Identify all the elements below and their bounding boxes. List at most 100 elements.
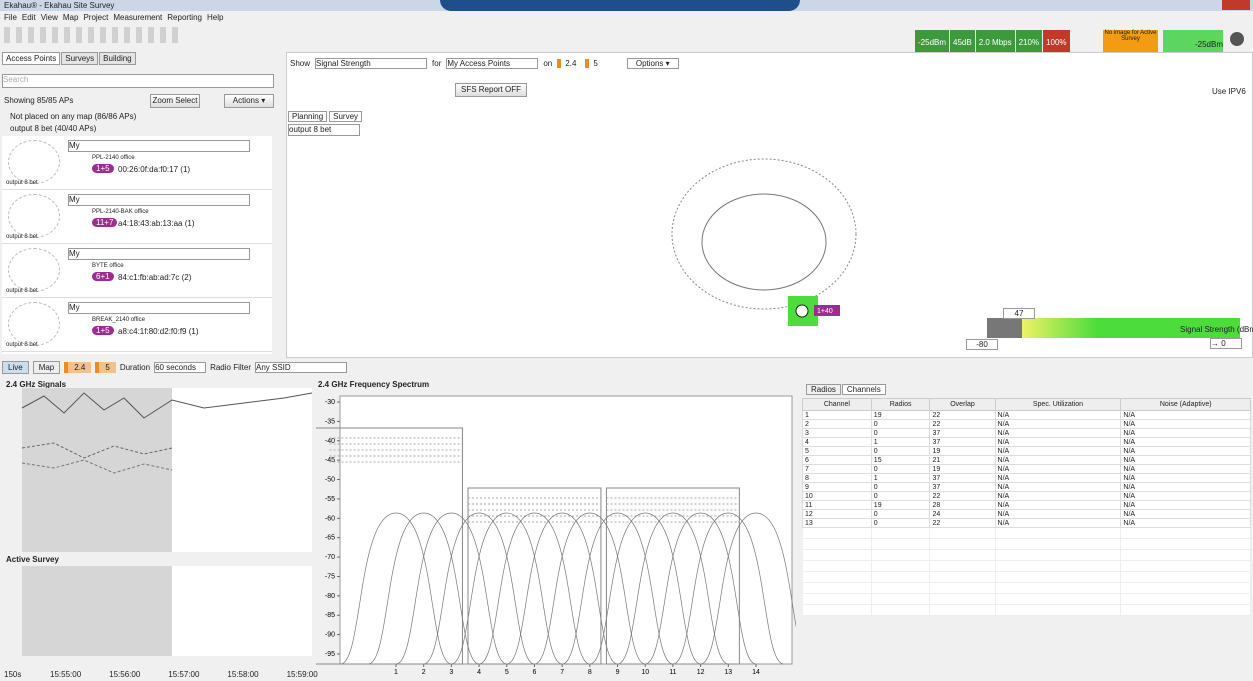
settings-icon[interactable] — [1230, 32, 1244, 46]
table-row[interactable]: 5 0 19 N/A N/A — [802, 446, 1251, 456]
empty-cell — [929, 527, 996, 539]
close-button[interactable] — [1222, 0, 1250, 10]
band[interactable]: 2.4 — [557, 59, 581, 68]
empty-cell — [929, 549, 996, 561]
menu-item[interactable]: Map — [62, 13, 79, 22]
ap-map: output 8 bet — [6, 180, 38, 186]
button[interactable]: Options ▾ — [626, 58, 679, 69]
empty-cell — [994, 604, 1122, 616]
zoom-select[interactable]: Zoom Select — [150, 94, 200, 108]
cell: 37 — [929, 473, 996, 483]
table-row[interactable]: 6 15 21 N/A N/A — [802, 455, 1251, 465]
ap-row[interactable]: output 8 bet My BYTE office 6+1 84:c1:fb:ab:… — [2, 244, 272, 298]
mode[interactable]: Live — [2, 361, 29, 374]
band[interactable]: 5 — [585, 59, 602, 68]
menu-item[interactable]: File — [4, 13, 17, 22]
table-row[interactable]: 2 0 22 N/A N/A — [802, 419, 1251, 429]
empty-cell — [1120, 582, 1251, 594]
menu-item[interactable]: View — [40, 13, 58, 22]
search[interactable]: Search — [2, 74, 274, 88]
menu-bar: File Edit View Map Project Measurement Reporti… — [4, 13, 223, 22]
channel-curve — [672, 512, 784, 665]
table-row[interactable]: 1 19 22 N/A N/A — [802, 410, 1251, 420]
stadium-outer — [671, 158, 857, 310]
menu-item[interactable]: Edit — [21, 13, 36, 22]
channel-curve — [589, 512, 701, 665]
status-value: 210% — [1015, 30, 1043, 52]
tab[interactable]: Survey — [329, 111, 363, 122]
tab[interactable]: Radios — [806, 384, 841, 395]
ap-row[interactable]: output 8 bet My BREAK_2140 office 1+5 a8:c4:… — [2, 298, 272, 352]
band[interactable]: 2.4 — [64, 362, 92, 373]
select[interactable]: My Access Points — [446, 58, 539, 69]
ap-tag[interactable]: My — [68, 140, 250, 152]
table-row[interactable]: 12 0 24 N/A N/A — [802, 509, 1251, 519]
tab[interactable]: Surveys — [61, 52, 99, 65]
select[interactable]: Any SSID — [254, 362, 347, 373]
floor-select[interactable]: output 8 bet — [288, 124, 360, 136]
cell: N/A — [1120, 419, 1251, 429]
select[interactable]: Signal Strength — [315, 58, 428, 69]
label: for — [432, 59, 442, 68]
channel-table: Channel Radios Overlap Spec. Utilization Noi… — [802, 398, 1251, 616]
cell: N/A — [994, 473, 1122, 483]
table-row[interactable]: 3 0 37 N/A N/A — [802, 428, 1251, 438]
select[interactable]: 60 seconds — [154, 362, 207, 373]
empty-row — [802, 593, 1251, 605]
empty-cell — [1120, 560, 1251, 572]
tab[interactable]: Planning — [288, 111, 328, 122]
x-tick-label: 8 — [588, 669, 592, 676]
cell: 37 — [929, 428, 996, 438]
history-shade — [22, 388, 172, 552]
ap-row[interactable]: output 8 bet My PPL-2140-BAK office 11+7 a4:… — [2, 190, 272, 244]
table-row[interactable]: 13 0 22 N/A N/A — [802, 518, 1251, 528]
empty-row — [802, 527, 1251, 539]
band[interactable]: 5 — [95, 362, 116, 373]
mode[interactable]: Map — [32, 361, 61, 374]
table-row[interactable]: 7 0 19 N/A N/A — [802, 464, 1251, 474]
cell: 28 — [929, 500, 996, 510]
ap-icon[interactable] — [795, 304, 809, 318]
ap-mac: a8:c4:1f:80:d2:f0:f9 (1) — [118, 327, 199, 336]
ap-tag[interactable]: My — [68, 194, 250, 206]
empty-cell — [802, 582, 872, 594]
x-tick-label: 12 — [697, 669, 705, 676]
empty-cell — [1120, 527, 1251, 539]
ap-tag[interactable]: My — [68, 302, 250, 314]
menu-item[interactable]: Reporting — [167, 13, 202, 22]
cell: N/A — [1120, 500, 1251, 510]
y-tick-label: -80 — [325, 593, 335, 600]
header-row: Channel Radios Overlap Spec. Utilization Noi… — [802, 398, 1251, 411]
ap-row[interactable]: output 8 bet My PPL-2140 office 1+5 00:26:0f… — [2, 136, 272, 190]
time-label: 15:59:00 — [286, 670, 318, 679]
plot — [339, 395, 793, 665]
cell: N/A — [1120, 491, 1251, 501]
ap-badge — [814, 305, 840, 316]
table-row[interactable]: 11 19 28 N/A N/A — [802, 500, 1251, 510]
table-row[interactable]: 10 0 22 N/A N/A — [802, 491, 1251, 501]
cell: N/A — [994, 518, 1122, 528]
ap-name: PPL-2140-BAK office — [92, 209, 149, 215]
ap-name: BYTE office — [92, 263, 124, 269]
ipv6[interactable]: Use IPV6 — [1212, 87, 1246, 96]
ap-channel: 1+5 — [92, 326, 114, 335]
tab[interactable]: Access Points — [2, 52, 61, 65]
signal-trace — [21, 442, 173, 459]
tab[interactable]: Building — [99, 52, 136, 65]
x-tick-label: 13 — [724, 669, 732, 676]
menu-item[interactable]: Project — [83, 13, 109, 22]
actions[interactable]: Actions ▾ — [224, 94, 274, 108]
tab[interactable]: Channels — [841, 384, 886, 395]
empty-cell — [1120, 549, 1251, 561]
menu-item[interactable]: Measurement — [113, 13, 163, 22]
signals-title: 2.4 GHz Signals — [6, 380, 67, 389]
ap-tag[interactable]: My — [68, 248, 250, 260]
table-row[interactable]: 8 1 37 N/A N/A — [802, 473, 1251, 483]
table-row[interactable]: 9 0 37 N/A N/A — [802, 482, 1251, 492]
menu-item[interactable]: Help — [206, 13, 224, 22]
table-row[interactable]: 4 1 37 N/A N/A — [802, 437, 1251, 447]
map-tabs: Planning Survey — [288, 111, 363, 122]
bottom-toolbar: Live Map 2.4 5 Duration 60 seconds Radio Filte… — [2, 361, 347, 374]
group: output 8 bet (40/40 APs) — [10, 124, 97, 133]
report-button[interactable]: SFS Report OFF — [455, 83, 527, 97]
